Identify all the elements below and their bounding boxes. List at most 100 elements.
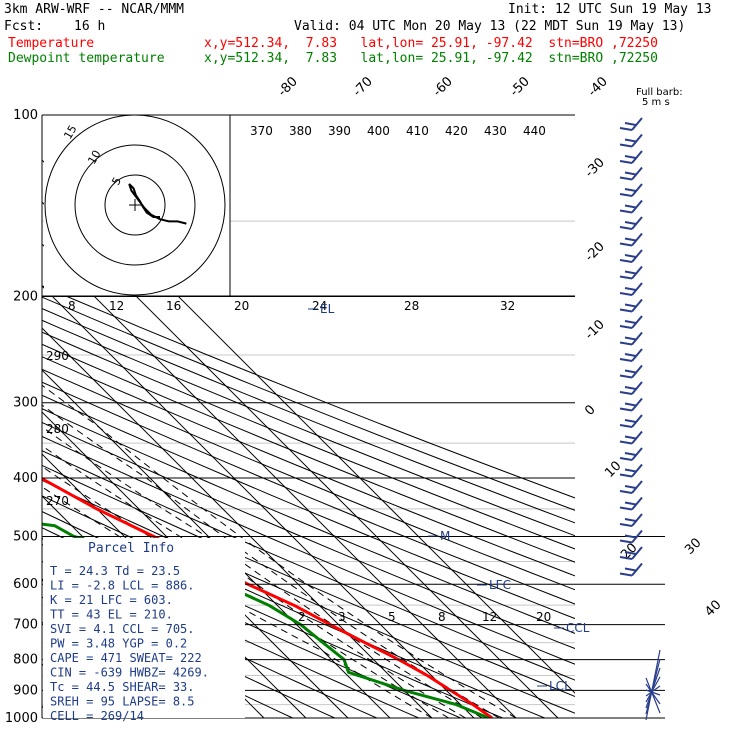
isotherm-label: -80: [275, 74, 301, 100]
wind-barb-staff: [631, 381, 643, 395]
isotherm-label: 0: [582, 402, 598, 418]
pressure-tick-500: 500: [13, 529, 38, 544]
wind-barb-flag: [619, 374, 633, 379]
wind-barb-low: [645, 667, 661, 709]
wind-barb-staff: [631, 331, 643, 346]
isotherm-label: 10: [602, 459, 624, 481]
parcel-info-row: K = 21 LFC = 603.: [50, 593, 173, 607]
wind-barb-flag2: [624, 155, 637, 159]
parcel-info-row: PW = 3.48 YGP = 0.2: [50, 637, 187, 651]
temp-legend-loc: x,y=512.34, 7.83 lat,lon= 25.91, -97.42 …: [204, 36, 658, 51]
hodo-trace: [128, 183, 187, 225]
pressure-tick-900: 900: [13, 683, 38, 698]
hodo-speed-label: 32: [500, 299, 515, 313]
hodo-speed-label: 16: [166, 299, 181, 313]
wind-barb-flag: [619, 523, 633, 527]
wind-barb-staff: [631, 265, 643, 280]
wind-barb-flag: [619, 209, 633, 214]
wind-barb-flag2: [624, 402, 637, 407]
model-title: 3km ARW-WRF -- NCAR/MMM: [4, 2, 185, 17]
theta-e-label: 280: [46, 422, 69, 436]
wind-barb-staff: [631, 183, 643, 197]
theta-e-label: 290: [46, 349, 69, 363]
wind-barb-staff: [631, 133, 643, 148]
isotherm-label: -30: [582, 155, 608, 181]
mixing-ratio-label: 5: [388, 610, 396, 624]
dry-adiabat: [42, 296, 575, 511]
wind-barb-flag2: [624, 353, 637, 357]
wind-barb-staff: [631, 150, 643, 164]
dewpoint-profile: [42, 522, 490, 718]
wind-barb-flag: [619, 193, 633, 197]
wind-barb-flag2: [624, 567, 637, 572]
wind-barb-flag2: [624, 221, 637, 225]
parcel-info-row: CIN = -639 HWBZ= 4269.: [50, 666, 209, 680]
hodo-ring-label: 15: [61, 123, 79, 142]
mixing-ratio-label: 12: [482, 610, 497, 624]
wind-barb-flag2: [624, 485, 637, 489]
theta-label: 410: [406, 124, 429, 138]
isotherm: [0, 115, 12, 718]
wind-barb-flag: [619, 539, 633, 544]
theta-label: 380: [289, 124, 312, 138]
parcel-info-row: CAPE = 471 SWEAT= 222: [50, 651, 202, 665]
dry-adiabat: [42, 308, 575, 524]
mixing-ratio-label: 3: [338, 610, 346, 624]
wind-barb-flag: [619, 572, 633, 577]
wind-barb-flag2: [624, 320, 637, 324]
valid-time: Valid: 04 UTC Mon 20 May 13 (22 MDT Sun …: [294, 19, 686, 34]
wind-barb-flag2: [624, 204, 637, 209]
dry-adiabat: [42, 394, 575, 620]
wind-barb-staff: [631, 216, 643, 230]
wind-barb-flag2: [624, 534, 637, 539]
dry-adiabat: [42, 450, 575, 681]
dry-adiabat: [42, 343, 575, 563]
mixing-ratio-label: 8: [438, 610, 446, 624]
wind-barb-staff: [631, 463, 643, 478]
wind-barb-flag2: [624, 452, 637, 456]
wind-barb-staff: [631, 397, 643, 412]
wind-barb-flag2: [624, 551, 637, 555]
moist-adiabat: [42, 426, 483, 718]
dry-adiabat: [42, 331, 575, 550]
dry-adiabat: [42, 435, 575, 665]
theta-label: 390: [328, 124, 351, 138]
wind-barb-staff: [631, 430, 643, 445]
wind-barb-flag2: [624, 435, 637, 440]
dry-adiabat: [42, 408, 575, 634]
wind-barb-flag2: [624, 386, 637, 390]
fcst-label: Fcst:: [4, 19, 44, 34]
wind-barb-flag: [619, 457, 633, 461]
isotherm-label: -20: [582, 239, 608, 265]
level-marker-lcl: LCL: [549, 679, 571, 693]
dry-adiabat: [42, 285, 575, 499]
wind-barb-flag2: [624, 518, 637, 522]
pressure-tick-600: 600: [13, 577, 38, 592]
wind-barb-staff: [631, 249, 643, 263]
wind-barb-staff: [631, 348, 643, 362]
wind-barb-flag: [619, 127, 633, 131]
parcel-info-row: CELL = 269/14: [50, 709, 144, 723]
parcel-info-row: Tc = 44.5 SHEAR= 33.: [50, 680, 195, 694]
dew-legend-label: Dewpoint temperature: [8, 51, 165, 66]
wind-barb-flag2: [624, 369, 637, 374]
wind-barb-low: [645, 676, 661, 703]
theta-e-label: 270: [46, 494, 69, 508]
wind-barb-flag: [619, 226, 633, 230]
wind-barb-flag2: [624, 188, 637, 192]
dry-adiabat: [42, 319, 575, 537]
wind-barb-flag: [619, 160, 633, 164]
init-time: Init: 12 UTC Sun 19 May 13: [508, 2, 712, 17]
parcel-info-row: T = 24.3 Td = 23.5: [50, 564, 180, 578]
fcst-value: 16 h: [74, 19, 106, 34]
wind-barb-staff: [631, 414, 643, 428]
wind-barb-flag2: [624, 254, 637, 258]
wind-barb-flag: [619, 325, 633, 329]
wind-barb-staff: [631, 117, 643, 131]
wind-barb-staff: [631, 447, 643, 461]
level-marker-el: EL: [320, 302, 335, 316]
wind-barb-staff: [631, 513, 643, 527]
isotherm-label: 30: [682, 536, 704, 558]
